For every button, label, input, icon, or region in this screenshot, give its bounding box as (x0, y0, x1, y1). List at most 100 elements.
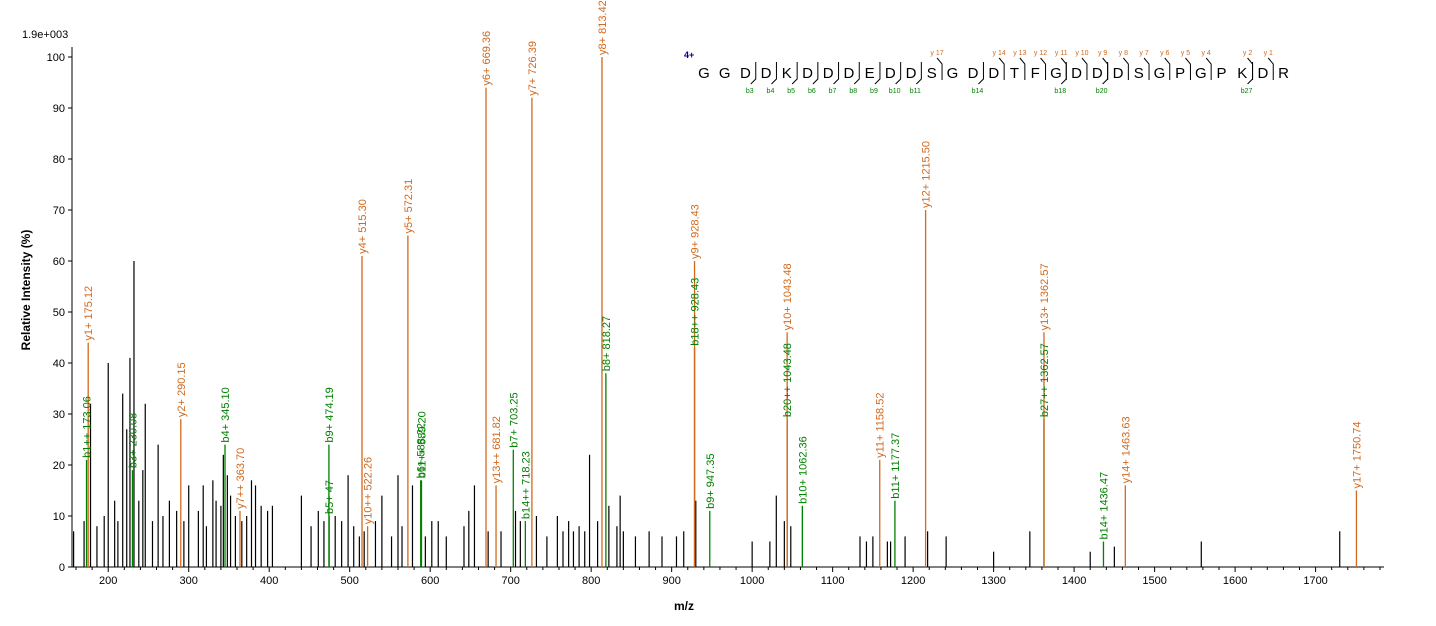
b-ion-label: b9+ 474.19 (324, 387, 336, 442)
sequence-residue: D (1092, 65, 1103, 82)
peaks (73, 57, 1358, 567)
y-fragment-label: y 8 (1119, 50, 1128, 57)
b-fragment-bracket (915, 62, 922, 85)
y-tick-label: 30 (53, 409, 65, 421)
max-intensity-label: 1.9e+003 (22, 29, 68, 41)
b-fragment-bracket (791, 62, 798, 85)
y-fragment-label: y 17 (930, 50, 943, 57)
y-tick-label: 50 (53, 307, 65, 319)
b-fragment-label: b8 (849, 88, 857, 95)
y-ion-label: y9+ 928.43 (690, 204, 702, 259)
y-axis-title: Relative Intensity (%) (19, 230, 33, 351)
y-tick-label: 0 (59, 562, 65, 574)
b-ion-label: b27++ 1362.57 (1039, 343, 1051, 417)
x-tick-label: 1200 (901, 575, 925, 587)
sequence-residue: D (1113, 65, 1124, 82)
y-fragment-label: y 14 (993, 50, 1006, 57)
x-tick-label: 500 (341, 575, 359, 587)
y-fragment-label: y 4 (1201, 50, 1210, 57)
sequence-residue: K (1237, 65, 1247, 82)
b-ion-label: b18++ 928.43 (690, 278, 702, 346)
y-fragment-bracket (936, 57, 943, 80)
b-ion-label: b1++ 173.06 (82, 396, 94, 458)
b-ion-label: b5+ 47 (324, 480, 336, 514)
y-ion-label: y11+ 1158.52 (875, 393, 887, 458)
sequence-residue: G (947, 65, 959, 82)
sequence-residue: D (968, 65, 979, 82)
x-tick-label: 300 (180, 575, 198, 587)
x-tick-label: 1000 (740, 575, 764, 587)
y-ion-label: y2+ 290.15 (176, 362, 188, 417)
y-tick-label: 20 (53, 460, 65, 472)
axes: 0 10 20 30 40 50 60 70 80 90 100 200 300 400 500 600 700… (47, 47, 1384, 587)
b-fragment-label: b11 (910, 88, 921, 95)
b-fragment-label: b14 (972, 88, 984, 95)
b-fragment-label: b20 (1096, 88, 1108, 95)
b-fragment-bracket (874, 62, 881, 85)
y-fragment-bracket (1019, 57, 1026, 80)
sequence-residue: S (1134, 65, 1144, 82)
y-fragment-bracket (1102, 57, 1109, 80)
b-fragment-bracket (833, 62, 840, 85)
sequence-residue: D (843, 65, 854, 82)
y-ion-label: y6+ 669.36 (481, 31, 493, 86)
y-fragment-bracket (1040, 57, 1047, 80)
y-ion-label: y10++ 522.26 (363, 457, 375, 524)
y-fragment-bracket (1247, 57, 1254, 80)
peak-labels: b1++ 173.06 y1+ 175.12 b3+ 230.08 y2+ 290.1… (82, 0, 1364, 539)
b-ion-label: b4+ 345.10 (220, 387, 232, 442)
y-fragment-label: y 2 (1243, 50, 1252, 57)
x-tick-label: 1100 (821, 575, 845, 587)
y-ion-label: y10+ 1043.48 (782, 263, 794, 330)
sequence-residue: G (1050, 65, 1062, 82)
peptide-sequence: 4+G G D D K D D D E D D S G D D T F G D D D S G P G P K D Ry 17 y 14 y… (684, 50, 1289, 95)
sequence-residue: D (906, 65, 917, 82)
b-fragment-bracket (812, 62, 819, 85)
y-tick-label: 40 (53, 358, 65, 370)
y-ion-label: y17+ 1750.74 (1351, 422, 1363, 489)
b-fragment-bracket (1247, 62, 1254, 85)
y-fragment-label: y 5 (1181, 50, 1190, 57)
b-fragment-label: b5 (787, 88, 795, 95)
y-tick-label: 80 (53, 154, 65, 166)
b-fragment-bracket (1102, 62, 1109, 85)
b-ion-label: b7+ 703.25 (508, 392, 520, 447)
y-fragment-label: y 6 (1160, 50, 1169, 57)
y-fragment-bracket (1143, 57, 1150, 80)
b-fragment-bracket (978, 62, 984, 85)
b-fragment-bracket (853, 62, 860, 85)
y-fragment-bracket (1205, 57, 1212, 80)
y-fragment-bracket (998, 57, 1005, 80)
sequence-residue: F (1031, 65, 1040, 82)
sequence-residue: G (719, 65, 731, 82)
y-fragment-bracket (1060, 57, 1067, 80)
y-fragment-bracket (1081, 57, 1088, 80)
y-tick-label: 60 (53, 256, 65, 268)
x-tick-label: 1500 (1142, 575, 1166, 587)
x-axis-title: m/z (674, 599, 694, 613)
y-fragment-label: y 11 (1055, 50, 1068, 57)
y-ion-label: y7+ 726.39 (527, 41, 539, 96)
y-ion-label: y7++ 363.70 (235, 448, 247, 509)
y-tick-label: 100 (47, 52, 65, 64)
b-fragment-label: b6 (808, 88, 816, 95)
sequence-residue: D (740, 65, 751, 82)
y-fragment-label: y 1 (1264, 50, 1273, 57)
b-ion-label: b9+ 947.35 (705, 454, 717, 509)
sequence-residue: D (761, 65, 772, 82)
sequence-residue: G (1154, 65, 1166, 82)
x-tick-label: 200 (99, 575, 117, 587)
y-fragment-bracket (1267, 57, 1274, 80)
x-tick-label: 1700 (1303, 575, 1327, 587)
sequence-residue: E (865, 65, 875, 82)
y-fragment-label: y 13 (1013, 50, 1026, 57)
x-tick-label: 800 (582, 575, 600, 587)
b-fragment-label: b3 (746, 88, 754, 95)
sequence-residue: D (1071, 65, 1082, 82)
y-ion-label: y13+ 1362.57 (1039, 263, 1051, 330)
b-fragment-bracket (771, 62, 777, 85)
charge-state-label: 4+ (684, 50, 694, 60)
y-ion-label: y1+ 175.12 (83, 286, 95, 341)
y-fragment-bracket (1122, 57, 1129, 80)
